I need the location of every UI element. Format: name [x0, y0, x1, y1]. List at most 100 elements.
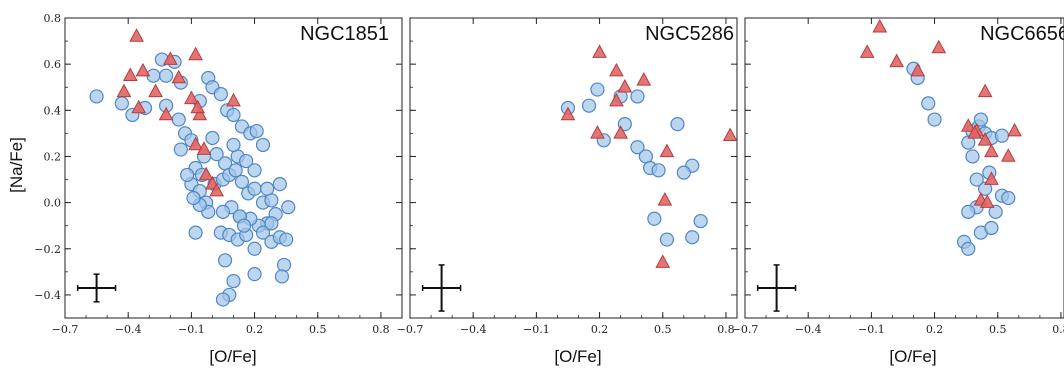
triangle-point — [198, 166, 214, 181]
circle-point — [685, 230, 700, 245]
triangle-point — [659, 143, 675, 158]
triangle-point — [171, 69, 187, 84]
triangle-point — [859, 44, 875, 58]
circle-point — [272, 177, 287, 192]
circle-point — [921, 96, 936, 111]
y-axis-title: [Na/Fe] — [7, 137, 26, 193]
circle-point — [961, 204, 976, 219]
circle-point — [676, 165, 691, 180]
triangle-point — [617, 78, 633, 93]
circle-point — [209, 147, 224, 162]
circle-point — [255, 137, 271, 153]
circle-point — [279, 232, 294, 247]
circle-point — [186, 190, 201, 206]
triangle-point — [129, 28, 144, 42]
circle-point — [213, 87, 228, 102]
x-tick-label: 0.8 — [717, 323, 735, 336]
x-tick-label: 0.2 — [591, 323, 609, 336]
triangle-point — [226, 92, 241, 107]
circle-point — [226, 107, 241, 123]
triangle-point — [977, 132, 993, 146]
circle-point — [274, 269, 290, 284]
circle-point — [217, 253, 233, 268]
triangle-point — [590, 125, 605, 139]
circle-point — [961, 135, 976, 150]
triangle-point — [960, 118, 976, 132]
circle-point — [114, 96, 129, 111]
panel-3: −0.7 −0.4 −0.1 0.2 0.5 0.8 [O/Fe] NGC6656 — [732, 17, 1064, 366]
triangle-point — [872, 18, 888, 33]
x-axis-title: [O/Fe] — [209, 347, 256, 366]
panel-2: −0.7 −0.4 −0.1 0.2 0.5 0.8 [O/Fe] NGC5286 — [397, 17, 738, 366]
x-tick-label: −0.1 — [178, 323, 205, 336]
circle-point — [255, 225, 271, 240]
y-tick-label: 0.6 — [44, 58, 62, 71]
triangle-point — [116, 83, 132, 98]
circle-point — [234, 174, 250, 189]
circle-point — [927, 112, 942, 127]
triangle-point — [190, 99, 206, 114]
x-tick-label: 0.5 — [309, 323, 327, 336]
x-tick-label: 0.8 — [1052, 323, 1064, 336]
circle-point — [239, 153, 254, 169]
x-axis-title: [O/Fe] — [889, 347, 936, 366]
circle-point — [978, 181, 993, 196]
triangle-point — [977, 83, 993, 98]
triangle-point — [984, 143, 999, 158]
triangle-point — [135, 62, 151, 77]
triangle-point — [162, 51, 178, 65]
circle-point — [590, 82, 605, 97]
circle-point — [173, 142, 188, 157]
triangle-point — [148, 83, 163, 98]
circle-point — [226, 273, 241, 289]
x-tick-label: −0.7 — [397, 323, 424, 336]
triangle-point — [209, 182, 224, 197]
circle-point — [965, 149, 980, 164]
circle-point — [249, 123, 264, 139]
triangle-point — [931, 39, 947, 54]
circle-point — [247, 267, 262, 282]
triangle-point — [1000, 148, 1016, 162]
circle-point — [159, 68, 174, 83]
circle-point — [988, 204, 1003, 219]
circle-point — [659, 232, 675, 247]
circle-point — [247, 241, 262, 256]
circle-point — [670, 117, 685, 132]
x-tick-label: 0.8 — [372, 323, 390, 336]
x-tick-label: −0.4 — [795, 323, 822, 336]
x-tick-label: 0.2 — [246, 323, 264, 336]
triangle-point — [192, 106, 208, 121]
triangle-point — [1007, 122, 1022, 137]
triangle-point — [979, 194, 995, 208]
triangle-point — [889, 53, 904, 68]
panel-title: NGC6656 — [980, 23, 1064, 45]
triangle-point — [188, 136, 203, 151]
x-tick-label: −0.4 — [115, 323, 142, 336]
circle-point — [961, 241, 976, 256]
triangle-point — [657, 192, 673, 206]
circle-point — [205, 130, 220, 146]
circle-point — [693, 213, 708, 229]
triangle-point — [560, 106, 576, 121]
panel-title: NGC1851 — [300, 23, 389, 45]
circle-point — [276, 257, 292, 273]
x-axis-title: [O/Fe] — [554, 347, 601, 366]
circle-point — [215, 292, 231, 307]
circle-point — [180, 167, 195, 183]
circle-point — [630, 89, 645, 104]
circle-point — [171, 112, 186, 127]
circle-point — [226, 137, 241, 153]
triangle-point — [984, 171, 999, 185]
y-tick-label: 0.0 — [44, 197, 62, 210]
panel-title: NGC5286 — [645, 23, 734, 45]
triangle-point — [158, 106, 174, 121]
x-tick-label: −0.1 — [523, 323, 550, 336]
circle-point — [984, 220, 999, 236]
circle-point — [89, 89, 104, 104]
y-tick-label: 0.4 — [44, 104, 62, 117]
triangle-point — [910, 62, 926, 77]
triangle-point — [131, 99, 147, 114]
circle-point — [228, 163, 243, 178]
triangle-point — [196, 141, 212, 155]
